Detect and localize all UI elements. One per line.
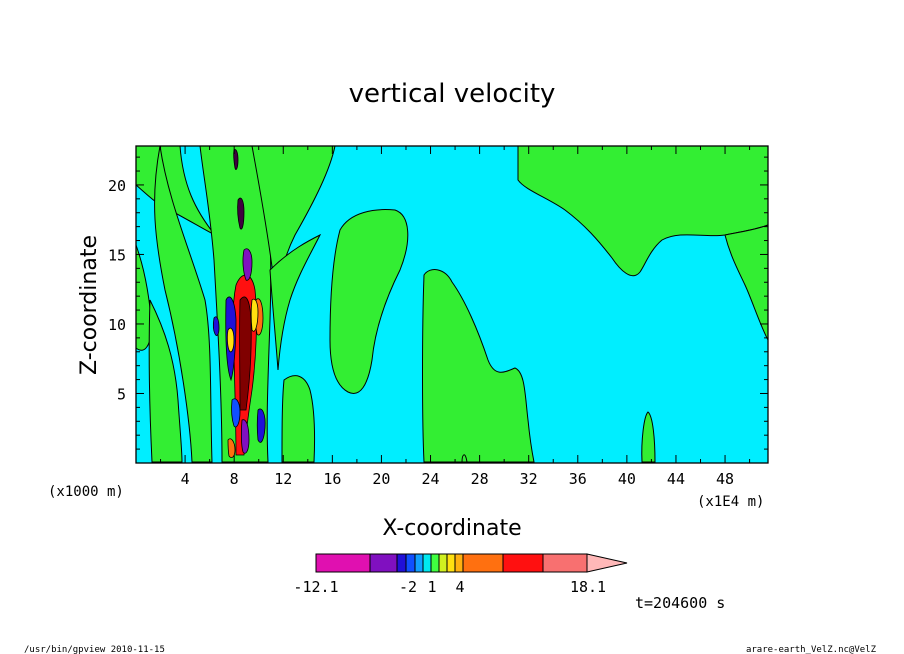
core-band-dark: [233, 149, 239, 170]
colorbar-bin: [438, 553, 448, 573]
plot-frame: [135, 145, 769, 464]
x-tick-label: 16: [323, 470, 341, 488]
core-band-orange: [227, 438, 236, 458]
x-tick-label: 44: [667, 470, 685, 488]
x-tick-label: 12: [274, 470, 292, 488]
y-tick-label: 10: [108, 316, 126, 334]
core-band-yellow: [226, 327, 235, 353]
core-band-dark: [237, 197, 245, 230]
x-tick-label: 32: [520, 470, 538, 488]
x-unit-left: (x1000 m): [48, 484, 124, 500]
colorbar-bin: [369, 553, 398, 573]
y-tick-label: 15: [108, 246, 126, 264]
contour-region: [135, 145, 216, 236]
colorbar-bin: [315, 553, 371, 573]
x-tick-label: 48: [716, 470, 734, 488]
chart-title: vertical velocity: [349, 79, 556, 109]
contour-region: [329, 209, 409, 394]
colorbar-bin: [422, 553, 432, 573]
contour-region: [281, 375, 316, 463]
x-tick-label: 24: [421, 470, 439, 488]
core-band-blue: [212, 316, 220, 336]
core-band-blue: [256, 408, 266, 443]
x-tick-label: 36: [569, 470, 587, 488]
colorbar-bin: [542, 553, 588, 573]
contour-region: [724, 224, 769, 341]
colorbar-label: -2: [399, 578, 417, 596]
core-band-violet: [242, 248, 253, 281]
core-band-yellow: [250, 298, 259, 332]
x-axis: 4 8 12 16 20 24 28 32 36 40 44 48: [160, 146, 751, 488]
colorbar-label: 18.1: [570, 578, 606, 596]
contour-region: [269, 233, 322, 371]
colorbar-bin: [462, 553, 504, 573]
x-tick-label: 40: [618, 470, 636, 488]
contour-region: [154, 145, 213, 463]
colorbar-bin: [405, 553, 416, 573]
core-band-darkred: [239, 296, 252, 411]
colorbar: [315, 553, 628, 573]
x-tick-label: 20: [372, 470, 390, 488]
x-tick-label: 28: [471, 470, 489, 488]
colorbar-label: 1: [427, 578, 436, 596]
x-axis-label: X-coordinate: [382, 516, 521, 541]
colorbar-bin: [414, 553, 424, 573]
contour-region: [461, 454, 468, 463]
colorbar-labels: -12.1 -2 1 4 18.1: [293, 578, 606, 596]
colorbar-label: -12.1: [293, 578, 338, 596]
x-tick-label: 8: [230, 470, 239, 488]
x-tick-label: 4: [181, 470, 190, 488]
colorbar-bin: [446, 553, 456, 573]
colorbar-arrow: [586, 553, 628, 573]
plot-area: [135, 145, 769, 464]
x-unit-right: (x1E4 m): [697, 494, 764, 510]
time-label: t=204600 s: [635, 594, 725, 612]
footer-right-note: arare-earth_VelZ.nc@VelZ: [746, 645, 877, 654]
colorbar-bin: [396, 553, 407, 573]
core-band-blue: [231, 398, 241, 428]
convective-core: [212, 149, 266, 458]
contour-region: [422, 269, 535, 463]
y-axis-label: Z-coordinate: [77, 235, 102, 375]
colorbar-bin: [502, 553, 544, 573]
y-tick-label: 5: [117, 385, 126, 403]
contour-region: [641, 411, 656, 463]
y-axis: 5 10 15 20: [108, 156, 768, 450]
contour-region: [148, 299, 183, 463]
colorbar-label: 4: [455, 578, 464, 596]
colorbar-bin: [430, 553, 440, 573]
y-tick-label: 20: [108, 177, 126, 195]
core-band-violet: [240, 419, 250, 454]
colorbar-bin: [454, 553, 464, 573]
footer-left-note: /usr/bin/gpview 2010-11-15: [24, 645, 165, 654]
